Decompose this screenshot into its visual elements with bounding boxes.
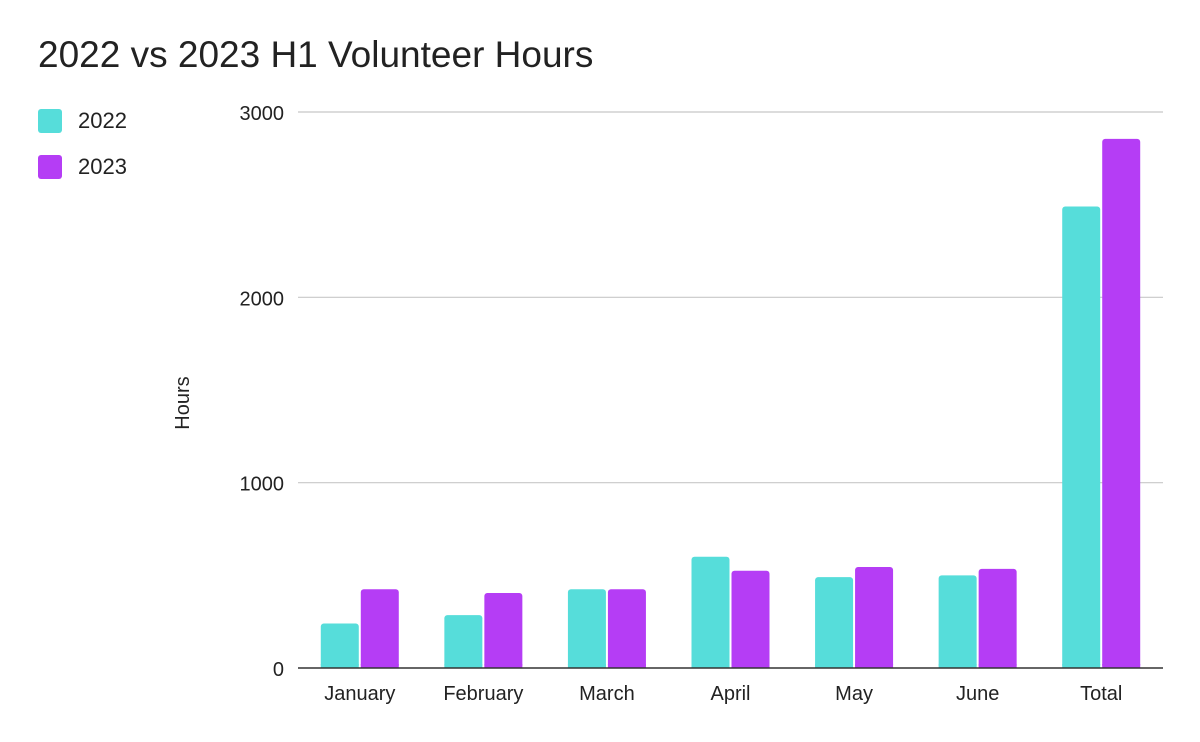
bar-base-2022-june	[938, 664, 977, 668]
bar-base-2022-march	[567, 664, 606, 668]
bar-base-2023-january	[360, 664, 399, 668]
bar-2022-march	[567, 589, 606, 668]
bar-2022-total	[1062, 206, 1101, 668]
bar-base-2022-total	[1062, 664, 1101, 668]
x-tick-label: June	[956, 683, 999, 705]
bar-2023-march	[607, 589, 646, 668]
x-tick-label: March	[579, 683, 635, 705]
legend-label-2023: 2023	[78, 154, 127, 179]
bar-2023-january	[360, 589, 399, 668]
legend-swatch-2022	[38, 109, 62, 133]
x-tick-label: Total	[1080, 683, 1122, 705]
chart-title: 2022 vs 2023 H1 Volunteer Hours	[38, 34, 594, 75]
legend-swatch-2023	[38, 155, 62, 179]
bar-base-2022-april	[691, 664, 730, 668]
bar-2022-february	[444, 615, 483, 668]
y-tick-label: 2000	[240, 288, 285, 310]
y-axis-label: Hours	[172, 376, 194, 429]
bar-base-2023-february	[484, 664, 523, 668]
bar-2023-may	[855, 566, 894, 668]
legend-label-2022: 2022	[78, 108, 127, 133]
bar-base-2023-june	[978, 664, 1017, 668]
bar-base-2022-february	[444, 664, 483, 668]
bar-2023-june	[978, 568, 1017, 668]
bar-base-2023-may	[855, 664, 894, 668]
bar-2022-january	[320, 623, 359, 668]
bar-2023-february	[484, 592, 523, 668]
bar-2023-total	[1102, 138, 1141, 668]
bar-base-2022-may	[815, 664, 854, 668]
legend-item-2022: 2022	[38, 98, 127, 144]
legend: 2022 2023	[38, 98, 127, 190]
bar-2022-may	[815, 577, 854, 668]
x-tick-label: January	[324, 683, 395, 705]
bar-base-2023-april	[731, 664, 770, 668]
legend-item-2023: 2023	[38, 144, 127, 190]
x-tick-label: February	[443, 683, 523, 705]
y-tick-label: 1000	[240, 474, 285, 496]
y-tick-label: 3000	[240, 103, 285, 125]
x-tick-label: May	[835, 683, 873, 705]
bar-2023-april	[731, 570, 770, 668]
x-tick-label: April	[710, 683, 750, 705]
bar-base-2023-total	[1102, 664, 1141, 668]
bar-base-2022-january	[320, 664, 359, 668]
bar-2022-april	[691, 556, 730, 668]
bar-2022-june	[938, 575, 977, 668]
y-tick-label: 0	[273, 659, 284, 681]
bar-base-2023-march	[607, 664, 646, 668]
